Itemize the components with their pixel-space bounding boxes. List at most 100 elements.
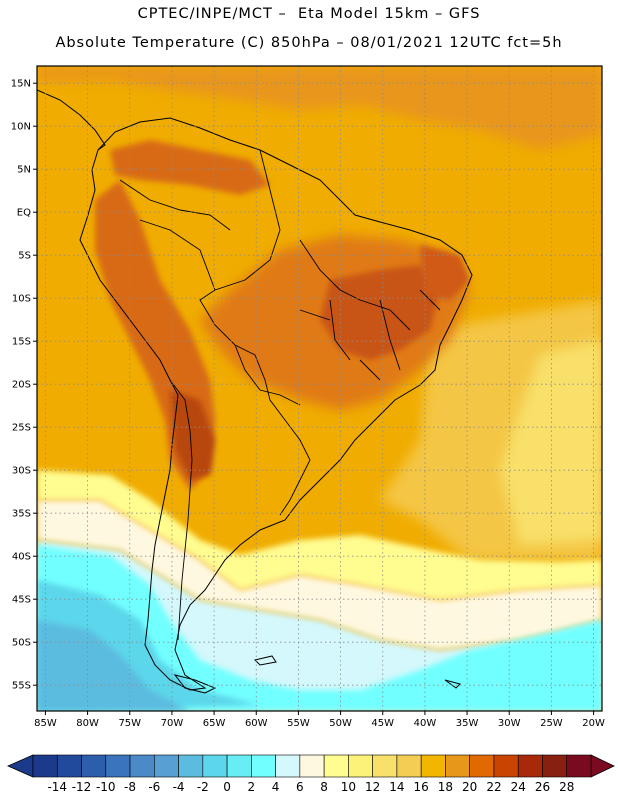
lat-tick-label: 15S [12, 337, 31, 348]
colorbar-swatch [251, 754, 276, 778]
lat-tick-label: 10N [11, 122, 31, 133]
colorbar-level-label: 10 [341, 780, 356, 794]
longitude-labels: 85W 80W 75W 70W 65W 60W 55W 50W 45W 40W 35W 30W 25W 2… [34, 718, 605, 729]
border-peru-bolivia [139, 219, 216, 291]
colorbar-level-label: -14 [47, 780, 67, 794]
colorbar [7, 754, 615, 778]
colorbar-swatch [396, 754, 422, 778]
border-uruguay [279, 479, 301, 516]
colorbar-level-label: 14 [389, 780, 404, 794]
colorbar-swatch [372, 754, 398, 778]
colorbar-level-label: -4 [173, 780, 185, 794]
colorbar-swatch [323, 754, 349, 778]
lon-tick-label: 25W [540, 718, 563, 729]
lat-tick-label: 55S [12, 681, 31, 692]
lat-tick-label: 50S [12, 638, 31, 649]
colorbar-level-label: -2 [197, 780, 209, 794]
colorbar-swatch [566, 754, 592, 778]
colorbar-level-label: 2 [248, 780, 256, 794]
colorbar-level-label: -12 [72, 780, 92, 794]
colorbar-level-label: 20 [462, 780, 477, 794]
lat-tick-label: 45S [12, 595, 31, 606]
colorbar-swatch [202, 754, 228, 778]
lon-tick-label: 35W [456, 718, 479, 729]
central-america-outline [37, 89, 106, 151]
colorbar-swatch [81, 754, 107, 778]
colorbar-swatch [129, 754, 155, 778]
lat-tick-label: 10S [12, 294, 31, 305]
map-frame [36, 65, 603, 712]
colorbar-swatch [299, 754, 325, 778]
border-paraguay [234, 344, 301, 406]
island-tierra-del-fuego [173, 674, 217, 694]
island-malvinas [254, 655, 277, 666]
temperature-zone-continent-hotter [320, 265, 440, 360]
colorbar-swatch [56, 754, 82, 778]
temperature-zone-north-ocean [37, 66, 602, 150]
temperature-zone-northeast-hot [420, 245, 470, 300]
colorbar-level-label: 24 [511, 780, 526, 794]
island-south-georgia [444, 679, 461, 689]
lon-tick-label: 30W [498, 718, 521, 729]
temperature-zone-venezuela-hot [110, 140, 270, 195]
colorbar-level-label: 4 [272, 780, 280, 794]
colorbar-level-label: 16 [414, 780, 429, 794]
colorbar-level-label: 0 [223, 780, 231, 794]
lon-tick-label: 70W [161, 718, 184, 729]
temperature-zone-cold-cyan [37, 545, 602, 711]
chart-subtitle: Absolute Temperature (C) 850hPa – 08/01/… [55, 35, 563, 51]
temperature-zone-atlantic-pale [500, 340, 602, 545]
colorbar-swatch [154, 754, 179, 778]
lat-tick-label: 5N [17, 165, 31, 176]
lat-tick-label: 35S [12, 509, 31, 520]
lon-tick-label: 85W [34, 718, 57, 729]
border-andes [169, 379, 193, 641]
colorbar-level-label: 12 [365, 780, 380, 794]
lat-tick-label: 30S [12, 466, 31, 477]
tick-marks [33, 82, 595, 715]
colorbar-level-label: 6 [296, 780, 304, 794]
colorbar-swatch [32, 754, 58, 778]
colorbar-swatch [275, 754, 301, 778]
colorbar-swatch [105, 754, 131, 778]
coastlines [37, 89, 473, 694]
colorbar-swatch [469, 754, 495, 778]
colorbar-swatch [493, 754, 519, 778]
lon-tick-label: 75W [118, 718, 141, 729]
colorbar-level-label: 18 [438, 780, 453, 794]
lon-tick-label: 55W [287, 718, 310, 729]
south-america-outline [79, 117, 473, 691]
colorbar-labels: -14 -12 -10 -8 -6 -4 -2 0 2 4 6 8 10 12 14 16 18 20 22 24 26… [47, 780, 574, 794]
colorbar-level-label: -6 [148, 780, 160, 794]
lat-tick-label: 20S [12, 380, 31, 391]
lon-tick-label: 60W [245, 718, 268, 729]
border-colombia [119, 179, 231, 231]
colorbar-level-label: 22 [486, 780, 501, 794]
lon-tick-label: 40W [414, 718, 437, 729]
colorbar-swatch [226, 754, 252, 778]
country-borders [119, 149, 441, 641]
lon-tick-label: 65W [203, 718, 226, 729]
lat-tick-label: 25S [12, 423, 31, 434]
temperature-zone-chaco-hottest [170, 390, 215, 480]
colorbar-level-label: -8 [124, 780, 136, 794]
colorbar-swatch [420, 754, 446, 778]
temperature-zone-cream-band [37, 500, 602, 650]
lon-tick-label: 50W [329, 718, 352, 729]
colorbar-swatch [445, 754, 470, 778]
lon-tick-label: 80W [76, 718, 99, 729]
colorbar-swatch [542, 754, 568, 778]
latitude-labels: 15N 10N 5N EQ 5S 10S 15S 20S 25S 30S 35S 40S 45S 50S 5… [11, 79, 31, 692]
lat-tick-label: 5S [18, 251, 31, 262]
colorbar-swatch [517, 754, 543, 778]
colorbar-level-label: -10 [96, 780, 116, 794]
lon-tick-label: 45W [371, 718, 394, 729]
colorbar-swatch [178, 754, 204, 778]
lat-tick-label: 40S [12, 552, 31, 563]
colorbar-arrow-low [7, 754, 34, 778]
temperature-field [37, 66, 602, 711]
lat-tick-label: 15N [11, 79, 31, 90]
temperature-zone-pale-band [37, 470, 602, 600]
chart-title: CPTEC/INPE/MCT – Eta Model 15km – GFS [137, 6, 481, 22]
